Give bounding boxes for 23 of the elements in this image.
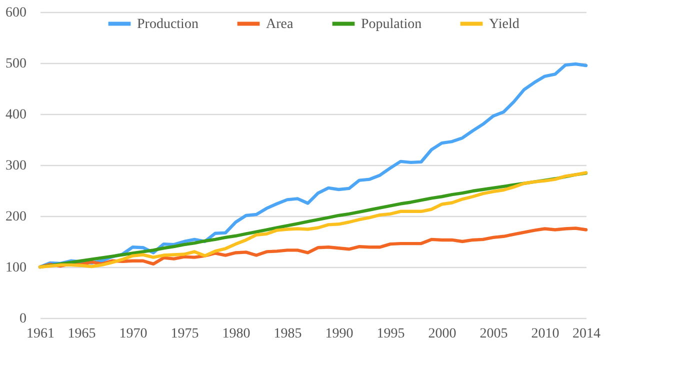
legend-label: Yield [489, 16, 520, 32]
x-tick-label: 2014 [572, 326, 600, 342]
x-tick-label: 1970 [119, 326, 148, 342]
x-tick-label: 1965 [68, 326, 96, 342]
y-tick-label: 500 [6, 56, 26, 72]
y-tick-label: 300 [6, 158, 26, 174]
y-tick-label: 0 [20, 312, 26, 326]
x-tick-label: 1961 [26, 326, 54, 342]
y-tick-label: 600 [6, 6, 26, 20]
x-tick-label: 1985 [274, 326, 302, 342]
legend-label: Production [137, 16, 198, 32]
x-tick-label: 1980 [222, 326, 250, 342]
y-tick-label: 200 [6, 210, 26, 224]
legend-label: Population [361, 16, 422, 32]
x-tick-label: 2005 [480, 326, 508, 342]
x-tick-label: 1995 [376, 326, 405, 342]
x-tick-label: 2010 [531, 326, 560, 342]
y-tick-label: 100 [6, 260, 26, 276]
x-tick-label: 1975 [170, 326, 199, 342]
y-tick-label: 400 [6, 108, 26, 122]
x-tick-label: 1990 [325, 326, 354, 342]
x-tick-label: 2000 [428, 326, 456, 342]
legend-label: Area [266, 16, 294, 32]
